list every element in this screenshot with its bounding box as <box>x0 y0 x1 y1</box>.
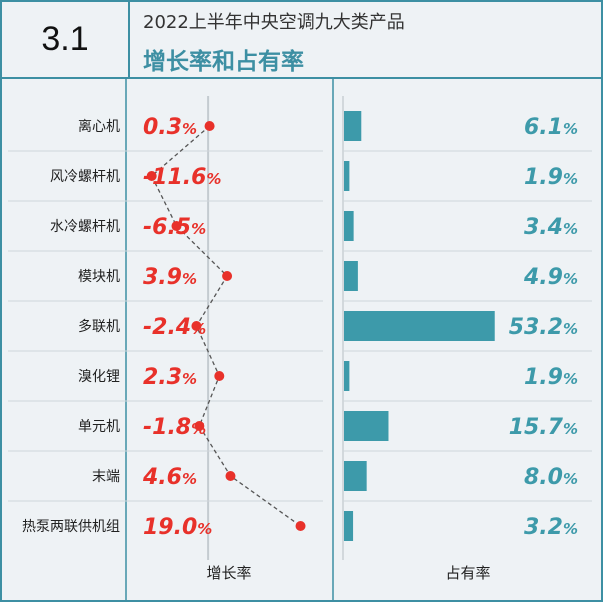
growth-point <box>194 421 205 431</box>
share-value-label: 1.9% <box>524 365 578 390</box>
growth-value-label: 2.3% <box>143 365 197 390</box>
share-axis-title: 占有率 <box>445 564 490 582</box>
growth-point <box>146 171 157 181</box>
growth-point <box>295 521 306 531</box>
category-label: 离心机 <box>78 118 120 135</box>
share-bar <box>344 211 354 241</box>
category-label: 模块机 <box>78 269 120 285</box>
share-bar <box>344 411 389 441</box>
category-label: 单元机 <box>78 419 120 435</box>
growth-value-label: 0.3% <box>143 115 197 140</box>
share-value-label: 6.1% <box>524 115 578 140</box>
share-value-label: 15.7% <box>509 415 578 440</box>
share-value-label: 8.0% <box>524 465 578 490</box>
growth-value-label: 4.6% <box>142 465 197 490</box>
chart-title: 2022上半年中央空调九大类产品 <box>143 12 405 33</box>
share-bar <box>344 161 350 191</box>
growth-point <box>222 271 233 281</box>
share-value-label: 3.4% <box>524 215 578 240</box>
share-value-label: 4.9% <box>523 265 578 290</box>
share-bar <box>344 261 358 291</box>
growth-point <box>191 321 202 331</box>
share-bar <box>344 361 350 391</box>
chart-subtitle: 增长率和占有率 <box>143 49 304 75</box>
share-value-label: 1.9% <box>524 165 578 190</box>
share-bar <box>344 511 354 541</box>
section-number: 3.1 <box>2 2 130 77</box>
share-bar <box>344 111 362 141</box>
category-label: 热泵两联供机组 <box>22 519 120 535</box>
share-bar <box>344 461 367 491</box>
share-value-label: 53.2% <box>509 315 578 340</box>
category-label: 水冷螺杆机 <box>50 219 120 235</box>
share-bar <box>344 311 495 341</box>
category-label: 溴化锂 <box>78 369 120 385</box>
header: 3.1 2022上半年中央空调九大类产品 增长率和占有率 <box>2 2 601 79</box>
growth-point <box>204 121 215 131</box>
category-label: 多联机 <box>78 318 120 335</box>
growth-axis-title: 增长率 <box>206 564 251 582</box>
share-value-label: 3.2% <box>524 515 578 540</box>
category-label: 风冷螺杆机 <box>50 169 120 185</box>
growth-value-label: 19.0% <box>143 515 212 540</box>
growth-point <box>225 471 236 481</box>
growth-value-label: 3.9% <box>143 265 197 290</box>
growth-point <box>214 371 225 381</box>
growth-point <box>171 221 182 231</box>
category-label: 末端 <box>92 469 120 485</box>
